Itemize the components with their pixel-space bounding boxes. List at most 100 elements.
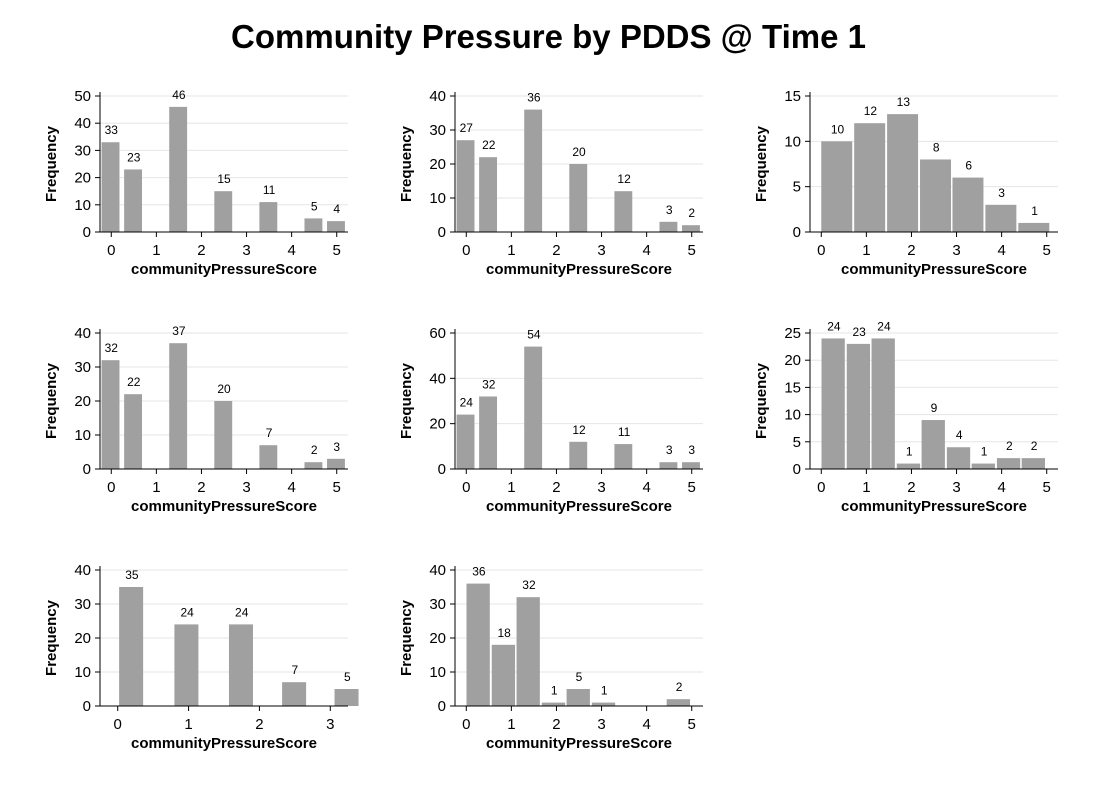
x-tick-label: 3 (242, 242, 250, 259)
x-tick-label: 1 (184, 716, 192, 733)
bar (101, 142, 120, 232)
y-tick-label: 40 (74, 562, 91, 579)
x-tick-label: 4 (642, 479, 650, 496)
x-axis-title: communityPressureScore (841, 498, 1027, 515)
bar (985, 204, 1017, 232)
bar-value-label: 2 (676, 680, 683, 694)
bar (491, 644, 516, 706)
x-tick-label: 0 (817, 242, 825, 259)
bar (1018, 222, 1050, 232)
y-tick-label: 30 (429, 122, 446, 139)
bar (569, 441, 588, 469)
bar-value-label: 32 (482, 377, 496, 391)
x-tick-label: 5 (688, 242, 696, 259)
bar-value-label: 1 (906, 445, 913, 459)
bar-value-label: 22 (482, 138, 496, 152)
x-tick-label: 0 (107, 479, 115, 496)
x-tick-label: 4 (287, 242, 295, 259)
x-tick-label: 5 (333, 479, 341, 496)
x-tick-label: 3 (326, 716, 334, 733)
x-tick-label: 1 (507, 479, 515, 496)
bar-value-label: 35 (125, 568, 139, 582)
y-tick-label: 30 (74, 596, 91, 613)
bar-value-label: 32 (522, 578, 536, 592)
bar-value-label: 24 (827, 319, 841, 333)
x-tick-label: 4 (287, 479, 295, 496)
bar-value-label: 33 (105, 123, 119, 137)
x-tick-label: 2 (907, 242, 915, 259)
y-tick-label: 15 (784, 379, 801, 396)
bar-value-label: 22 (127, 375, 141, 389)
bar (846, 343, 871, 469)
y-tick-label: 0 (438, 461, 446, 478)
y-tick-label: 20 (784, 352, 801, 369)
bar (659, 221, 678, 232)
y-tick-label: 0 (438, 698, 446, 715)
bar-value-label: 24 (877, 319, 891, 333)
bar (569, 164, 588, 232)
y-tick-label: 5 (793, 434, 801, 451)
bar-value-label: 2 (1031, 439, 1038, 453)
x-tick-label: 4 (642, 716, 650, 733)
x-tick-label: 1 (507, 242, 515, 259)
x-tick-label: 5 (1043, 242, 1051, 259)
bar-value-label: 6 (965, 159, 972, 173)
y-tick-label: 20 (74, 630, 91, 647)
bar (821, 141, 853, 232)
x-tick-label: 3 (242, 479, 250, 496)
y-tick-label: 0 (83, 698, 91, 715)
y-tick-label: 50 (74, 88, 91, 105)
bar-value-label: 3 (666, 203, 673, 217)
bar-value-label: 5 (311, 199, 318, 213)
y-tick-label: 0 (793, 224, 801, 241)
x-axis-title: communityPressureScore (486, 498, 672, 515)
y-tick-label: 60 (429, 325, 446, 342)
bar-value-label: 12 (864, 104, 878, 118)
x-tick-label: 3 (952, 479, 960, 496)
x-axis-title: communityPressureScore (841, 261, 1027, 278)
x-axis-title: communityPressureScore (131, 498, 317, 515)
bar (124, 169, 143, 232)
bar-value-label: 15 (217, 172, 231, 186)
y-tick-label: 15 (784, 88, 801, 105)
bar-value-label: 11 (263, 183, 276, 197)
bar (971, 463, 995, 469)
bar-value-label: 2 (1006, 439, 1013, 453)
bar-value-label: 5 (576, 670, 583, 684)
x-tick-label: 2 (255, 716, 263, 733)
bar (887, 114, 919, 232)
x-tick-label: 1 (152, 479, 160, 496)
bar-value-label: 1 (601, 684, 608, 698)
bar-value-label: 23 (127, 150, 141, 164)
y-tick-label: 10 (784, 407, 801, 424)
bar-value-label: 4 (333, 202, 340, 216)
y-tick-label: 25 (784, 325, 801, 342)
bar-value-label: 24 (460, 396, 474, 410)
bar (591, 702, 616, 706)
bar-value-label: 4 (956, 428, 963, 442)
y-tick-label: 30 (74, 359, 91, 376)
y-tick-label: 5 (793, 179, 801, 196)
bar-value-label: 9 (931, 401, 938, 415)
x-axis-title: communityPressureScore (486, 735, 672, 752)
bar (174, 624, 199, 706)
y-axis-title: Frequency (43, 599, 60, 676)
bar (946, 447, 971, 469)
bar-value-label: 7 (266, 426, 273, 440)
bar-value-label: 1 (1031, 204, 1038, 218)
bar (334, 689, 359, 706)
x-axis-title: communityPressureScore (131, 735, 317, 752)
bar (659, 462, 678, 469)
bar-value-label: 1 (981, 445, 988, 459)
x-tick-label: 4 (997, 242, 1005, 259)
bar-value-label: 5 (344, 670, 351, 684)
x-tick-label: 0 (817, 479, 825, 496)
bar-value-label: 37 (172, 324, 186, 338)
x-tick-label: 1 (152, 242, 160, 259)
bar-value-label: 54 (527, 328, 541, 342)
bar-value-label: 24 (180, 605, 194, 619)
